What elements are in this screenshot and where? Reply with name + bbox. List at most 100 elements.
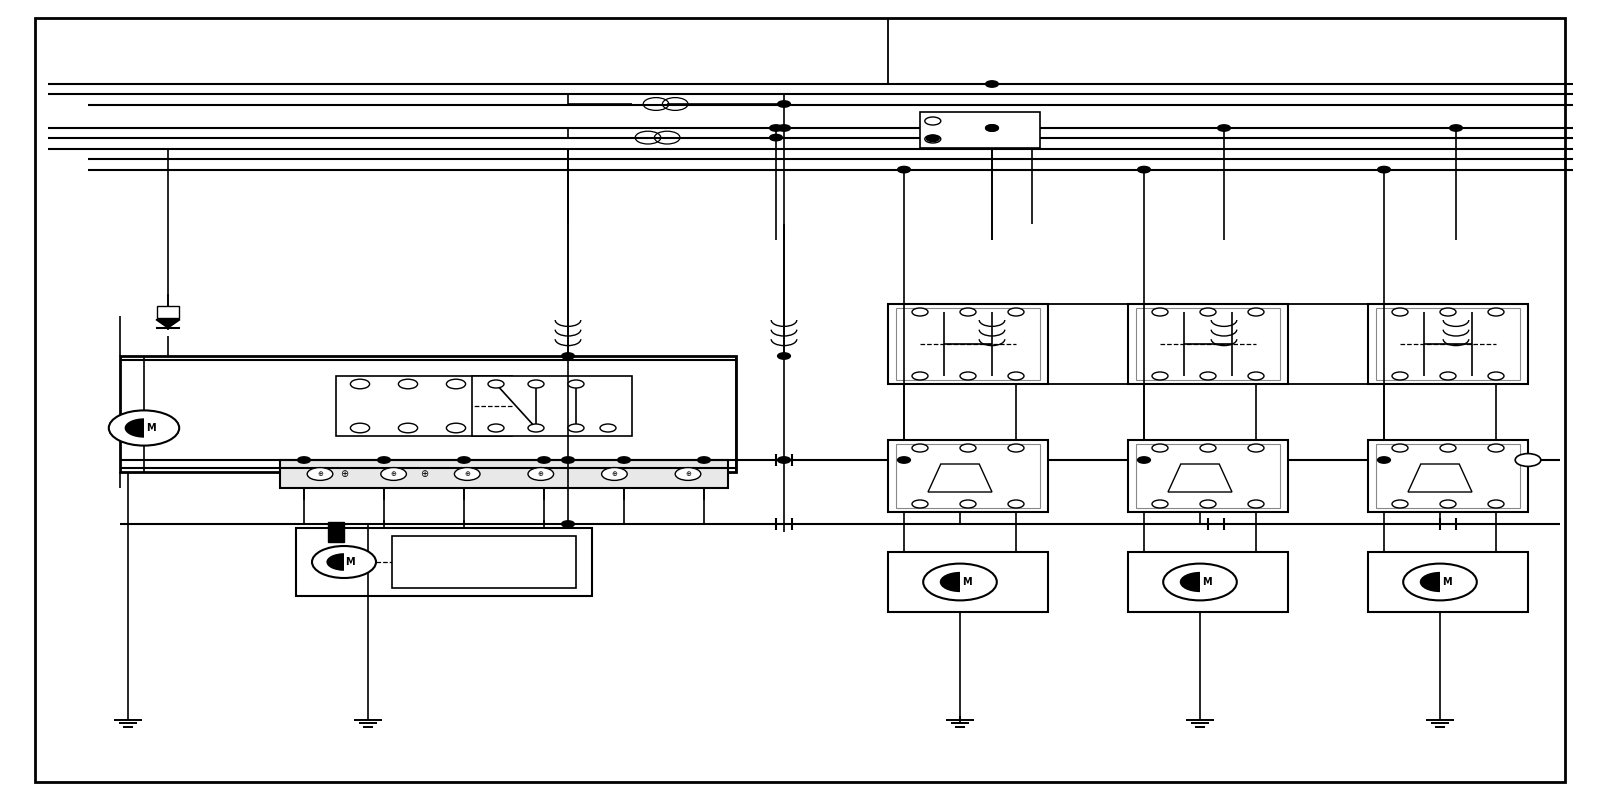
Text: M: M bbox=[963, 577, 973, 587]
Circle shape bbox=[458, 457, 470, 463]
Bar bbox=[120, 356, 736, 472]
Bar bbox=[888, 440, 1048, 512]
Polygon shape bbox=[1408, 464, 1472, 492]
Circle shape bbox=[488, 424, 504, 432]
Circle shape bbox=[912, 308, 928, 316]
Circle shape bbox=[446, 423, 466, 433]
Circle shape bbox=[1440, 372, 1456, 380]
Circle shape bbox=[600, 424, 616, 432]
Circle shape bbox=[381, 467, 406, 480]
Circle shape bbox=[1515, 454, 1541, 466]
Circle shape bbox=[618, 457, 630, 463]
Circle shape bbox=[1008, 308, 1024, 316]
Text: M: M bbox=[1203, 577, 1213, 587]
Circle shape bbox=[298, 457, 310, 463]
Circle shape bbox=[350, 423, 370, 433]
Circle shape bbox=[1248, 500, 1264, 508]
Circle shape bbox=[1163, 563, 1237, 600]
Circle shape bbox=[1403, 563, 1477, 600]
Circle shape bbox=[1248, 372, 1264, 380]
Circle shape bbox=[1440, 500, 1456, 508]
Circle shape bbox=[562, 353, 574, 359]
Circle shape bbox=[770, 134, 782, 141]
Circle shape bbox=[1200, 444, 1216, 452]
Bar bbox=[328, 522, 344, 542]
Circle shape bbox=[1488, 500, 1504, 508]
Circle shape bbox=[923, 563, 997, 600]
Bar bbox=[1128, 440, 1288, 512]
Circle shape bbox=[1488, 308, 1504, 316]
Circle shape bbox=[1008, 500, 1024, 508]
Circle shape bbox=[925, 117, 941, 125]
Circle shape bbox=[1138, 166, 1150, 173]
Bar bbox=[1136, 444, 1280, 508]
Circle shape bbox=[454, 467, 480, 480]
Circle shape bbox=[528, 467, 554, 480]
Circle shape bbox=[960, 500, 976, 508]
Circle shape bbox=[1392, 308, 1408, 316]
Bar bbox=[920, 112, 1040, 148]
Bar bbox=[1376, 444, 1520, 508]
Bar bbox=[888, 304, 1048, 384]
Circle shape bbox=[538, 457, 550, 463]
Circle shape bbox=[1152, 500, 1168, 508]
Circle shape bbox=[1200, 372, 1216, 380]
Text: M: M bbox=[1443, 577, 1453, 587]
Circle shape bbox=[1008, 372, 1024, 380]
Circle shape bbox=[778, 457, 790, 463]
Text: ⊕: ⊕ bbox=[538, 471, 544, 477]
Circle shape bbox=[398, 379, 418, 389]
Circle shape bbox=[568, 424, 584, 432]
Wedge shape bbox=[1419, 572, 1440, 592]
Circle shape bbox=[1392, 500, 1408, 508]
Polygon shape bbox=[1168, 464, 1232, 492]
Wedge shape bbox=[939, 572, 960, 592]
Circle shape bbox=[770, 125, 782, 131]
Circle shape bbox=[960, 444, 976, 452]
Circle shape bbox=[528, 380, 544, 388]
Circle shape bbox=[1138, 457, 1150, 463]
Circle shape bbox=[960, 372, 976, 380]
Circle shape bbox=[602, 467, 627, 480]
Circle shape bbox=[912, 372, 928, 380]
Circle shape bbox=[528, 424, 544, 432]
Circle shape bbox=[898, 166, 910, 173]
Bar bbox=[1368, 552, 1528, 612]
Circle shape bbox=[1152, 308, 1168, 316]
Text: M: M bbox=[346, 557, 355, 567]
Circle shape bbox=[1200, 500, 1216, 508]
Circle shape bbox=[778, 101, 790, 107]
Text: M: M bbox=[146, 423, 155, 433]
Circle shape bbox=[912, 444, 928, 452]
Bar bbox=[896, 444, 1040, 508]
Text: ⊕: ⊕ bbox=[611, 471, 618, 477]
Circle shape bbox=[778, 353, 790, 359]
Text: ⊕: ⊕ bbox=[339, 469, 349, 479]
Circle shape bbox=[1488, 372, 1504, 380]
Circle shape bbox=[1248, 444, 1264, 452]
Circle shape bbox=[1008, 444, 1024, 452]
Polygon shape bbox=[928, 464, 992, 492]
Circle shape bbox=[698, 457, 710, 463]
Circle shape bbox=[378, 457, 390, 463]
Circle shape bbox=[1248, 308, 1264, 316]
Circle shape bbox=[960, 308, 976, 316]
Text: ⊕: ⊕ bbox=[419, 469, 429, 479]
Bar bbox=[1128, 304, 1288, 384]
Bar bbox=[1368, 440, 1528, 512]
Circle shape bbox=[109, 410, 179, 446]
Circle shape bbox=[446, 379, 466, 389]
Bar bbox=[157, 306, 179, 318]
Circle shape bbox=[312, 546, 376, 578]
Circle shape bbox=[568, 380, 584, 388]
Circle shape bbox=[986, 125, 998, 131]
Circle shape bbox=[562, 521, 574, 527]
Text: ⊕: ⊕ bbox=[390, 471, 397, 477]
Text: ⊕: ⊕ bbox=[317, 471, 323, 477]
Circle shape bbox=[350, 379, 370, 389]
Bar bbox=[472, 376, 632, 436]
Circle shape bbox=[1152, 444, 1168, 452]
Circle shape bbox=[1378, 457, 1390, 463]
Wedge shape bbox=[125, 418, 144, 438]
Circle shape bbox=[1378, 166, 1390, 173]
